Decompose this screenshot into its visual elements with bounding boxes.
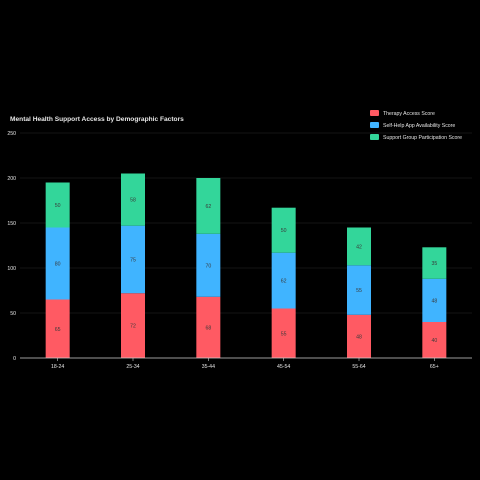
legend-swatch-self-help-app-availability-score xyxy=(370,122,379,128)
y-tick-label-100: 100 xyxy=(7,266,16,272)
bar-25-34-therapy-access-score xyxy=(121,293,145,358)
data-label-25-34-therapy-access-score: 72 xyxy=(130,324,136,330)
bar-45-54-therapy-access-score xyxy=(271,308,296,358)
data-label-55-64-self-help-app-availability-score: 55 xyxy=(356,288,362,294)
data-label-18-24-self-help-app-availability-score: 80 xyxy=(55,262,61,268)
bar-55-64-self-help-app-availability-score xyxy=(347,265,371,315)
legend-swatch-support-group-participation-score xyxy=(370,134,379,140)
data-label-18-24-support-group-participation-score: 50 xyxy=(55,203,61,209)
x-tick-label-25-34: 25-34 xyxy=(126,364,139,370)
bar-25-34-support-group-participation-score xyxy=(121,173,145,226)
bar-55-64-therapy-access-score xyxy=(347,314,371,358)
data-label-35-44-therapy-access-score: 68 xyxy=(205,325,211,331)
legend: Therapy Access Score Self-Help App Availa… xyxy=(370,110,462,141)
bar-35-44-therapy-access-score xyxy=(196,296,221,358)
bar-65-therapy-access-score xyxy=(422,322,447,358)
data-label-55-64-support-group-participation-score: 42 xyxy=(356,244,362,250)
bar-18-24-therapy-access-score xyxy=(45,299,70,358)
y-tick-label-150: 150 xyxy=(7,221,16,227)
data-label-65-therapy-access-score: 40 xyxy=(431,338,437,344)
x-tick-label-65: 65+ xyxy=(430,364,439,370)
data-label-35-44-support-group-participation-score: 62 xyxy=(205,204,211,210)
bar-65-self-help-app-availability-score xyxy=(422,278,447,322)
y-tick-label-0: 0 xyxy=(13,356,16,362)
bar-18-24-self-help-app-availability-score xyxy=(45,227,70,300)
bar-35-44-support-group-participation-score xyxy=(196,178,221,234)
bar-45-54-support-group-participation-score xyxy=(271,207,296,253)
y-tick-label-250: 250 xyxy=(7,131,16,137)
legend-label-self-help-app-availability-score: Self-Help App Availability Score xyxy=(383,123,455,129)
x-tick-label-55-64: 55-64 xyxy=(352,364,365,370)
data-label-45-54-self-help-app-availability-score: 62 xyxy=(281,279,287,285)
bar-45-54-self-help-app-availability-score xyxy=(271,252,296,309)
data-label-18-24-therapy-access-score: 65 xyxy=(55,327,61,333)
grid-lines: 0 50 100 150 200 250 xyxy=(7,131,472,362)
data-label-35-44-self-help-app-availability-score: 70 xyxy=(205,263,211,269)
bar-25-34-self-help-app-availability-score xyxy=(121,225,145,294)
axes: 18-24 25-34 35-44 45-54 55-64 65+ xyxy=(20,357,472,370)
data-label-45-54-support-group-participation-score: 50 xyxy=(281,228,287,234)
x-tick-label-18-24: 18-24 xyxy=(51,364,64,370)
bar-35-44-self-help-app-availability-score xyxy=(196,233,221,297)
data-label-65-self-help-app-availability-score: 48 xyxy=(431,298,437,304)
data-label-45-54-therapy-access-score: 55 xyxy=(281,331,287,337)
y-tick-label-50: 50 xyxy=(10,311,16,317)
bars: 65 80 50 72 75 58 68 70 62 55 62 50 48 55 42 40 48 35 xyxy=(45,173,447,358)
data-label-65-support-group-participation-score: 35 xyxy=(431,261,437,267)
data-label-25-34-support-group-participation-score: 58 xyxy=(130,198,136,204)
data-label-55-64-therapy-access-score: 48 xyxy=(356,334,362,340)
bar-65-support-group-participation-score xyxy=(422,247,447,279)
data-label-25-34-self-help-app-availability-score: 75 xyxy=(130,257,136,263)
x-tick-label-35-44: 35-44 xyxy=(202,364,215,370)
bar-55-64-support-group-participation-score xyxy=(347,227,371,266)
y-tick-label-200: 200 xyxy=(7,176,16,182)
legend-label-support-group-participation-score: Support Group Participation Score xyxy=(383,135,462,141)
x-tick-label-45-54: 45-54 xyxy=(277,364,290,370)
legend-label-therapy-access-score: Therapy Access Score xyxy=(383,111,435,117)
chart-title: Mental Health Support Access by Demograp… xyxy=(10,116,184,123)
bar-18-24-support-group-participation-score xyxy=(45,182,70,228)
legend-swatch-therapy-access-score xyxy=(370,110,379,116)
